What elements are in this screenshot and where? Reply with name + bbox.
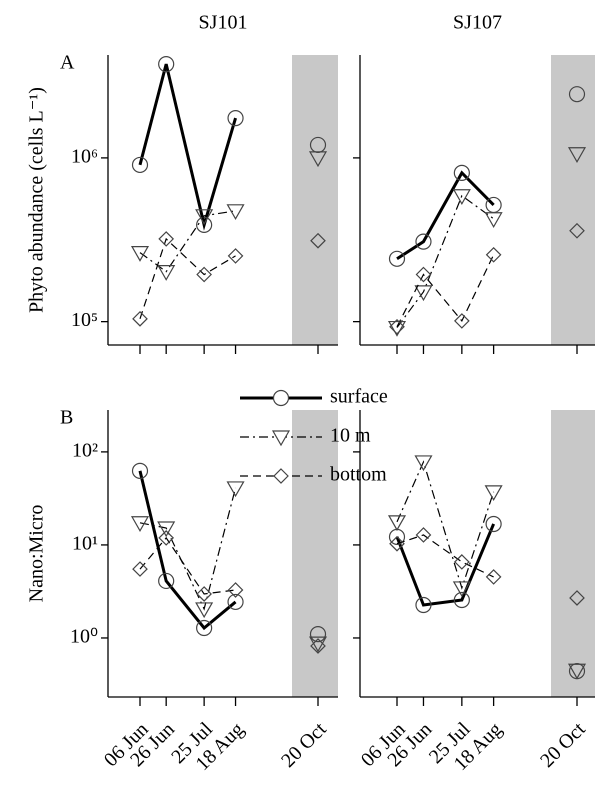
- marker: [453, 164, 470, 181]
- x-tick-label: 20 Oct: [277, 718, 331, 772]
- y-tick-label: 10¹: [72, 533, 98, 555]
- marker: [196, 586, 212, 602]
- marker: [132, 311, 148, 327]
- marker: [454, 554, 470, 570]
- shaded-period: [292, 410, 338, 697]
- series-line: [396, 194, 494, 328]
- marker: [130, 516, 150, 532]
- marker: [387, 515, 407, 532]
- marker: [388, 250, 406, 267]
- marker: [226, 481, 245, 498]
- marker: [569, 590, 585, 606]
- series-line: [139, 487, 237, 611]
- series-line: [139, 210, 236, 273]
- marker: [195, 209, 214, 226]
- marker: [227, 109, 244, 127]
- marker: [567, 147, 587, 163]
- series-line: [138, 470, 237, 631]
- legend-marker: [271, 430, 291, 447]
- series-line: [396, 460, 495, 590]
- marker: [484, 212, 503, 228]
- marker: [389, 318, 405, 335]
- panel-title: SJ107: [453, 12, 502, 34]
- marker: [158, 572, 175, 590]
- marker: [196, 619, 213, 637]
- marker: [310, 638, 326, 654]
- series-line: [396, 534, 494, 578]
- shaded-period: [551, 410, 595, 697]
- series-line: [396, 170, 495, 261]
- marker: [132, 561, 148, 577]
- series-line: [138, 63, 237, 231]
- series-line: [396, 254, 495, 328]
- legend-marker: [272, 389, 290, 407]
- series-line: [139, 536, 236, 595]
- marker: [414, 455, 433, 472]
- legend-label: bottom: [330, 464, 387, 486]
- marker: [158, 231, 175, 247]
- marker: [452, 581, 471, 598]
- panel-label: A: [60, 52, 75, 74]
- marker: [308, 151, 328, 168]
- marker: [131, 156, 149, 174]
- marker: [158, 55, 175, 73]
- marker: [226, 204, 245, 221]
- series-line: [395, 523, 496, 607]
- marker: [308, 636, 328, 653]
- marker: [196, 216, 213, 233]
- marker: [196, 266, 212, 283]
- marker: [227, 582, 244, 598]
- marker: [454, 313, 470, 329]
- marker: [130, 246, 150, 262]
- series-line: [139, 237, 236, 320]
- marker: [415, 266, 432, 283]
- marker: [158, 530, 175, 546]
- shaded-period: [551, 55, 595, 345]
- y-tick-label: 10⁶: [71, 145, 98, 167]
- marker: [157, 265, 176, 281]
- marker: [415, 527, 432, 543]
- legend-label: 10 m: [330, 425, 371, 447]
- y-tick-label: 10⁵: [71, 309, 98, 331]
- marker: [415, 233, 432, 250]
- marker: [453, 591, 470, 609]
- x-tick-label: 20 Oct: [536, 718, 590, 772]
- y-tick-label: 10²: [72, 439, 98, 461]
- marker: [195, 602, 214, 619]
- panel-label: B: [60, 407, 73, 429]
- legend-marker: [273, 468, 289, 484]
- marker: [309, 626, 327, 643]
- marker: [485, 569, 502, 585]
- marker: [389, 535, 405, 552]
- shaded-period: [292, 55, 338, 345]
- marker: [452, 189, 471, 205]
- marker: [485, 246, 502, 263]
- marker: [387, 320, 407, 337]
- marker: [415, 596, 432, 614]
- marker: [414, 285, 433, 302]
- panel-title: SJ101: [199, 12, 248, 34]
- marker: [227, 248, 244, 264]
- marker: [310, 232, 326, 249]
- marker: [131, 462, 149, 479]
- legend-label: surface: [330, 386, 388, 408]
- y-axis-label: Phyto abundance (cells L⁻¹): [26, 87, 48, 313]
- marker: [567, 663, 587, 680]
- marker: [568, 86, 586, 103]
- marker: [485, 515, 502, 533]
- marker: [227, 593, 244, 611]
- marker: [569, 222, 585, 239]
- marker: [484, 485, 503, 502]
- marker: [157, 521, 176, 538]
- y-axis-label: Nano:Micro: [26, 505, 48, 603]
- y-tick-label: 10⁰: [70, 626, 98, 648]
